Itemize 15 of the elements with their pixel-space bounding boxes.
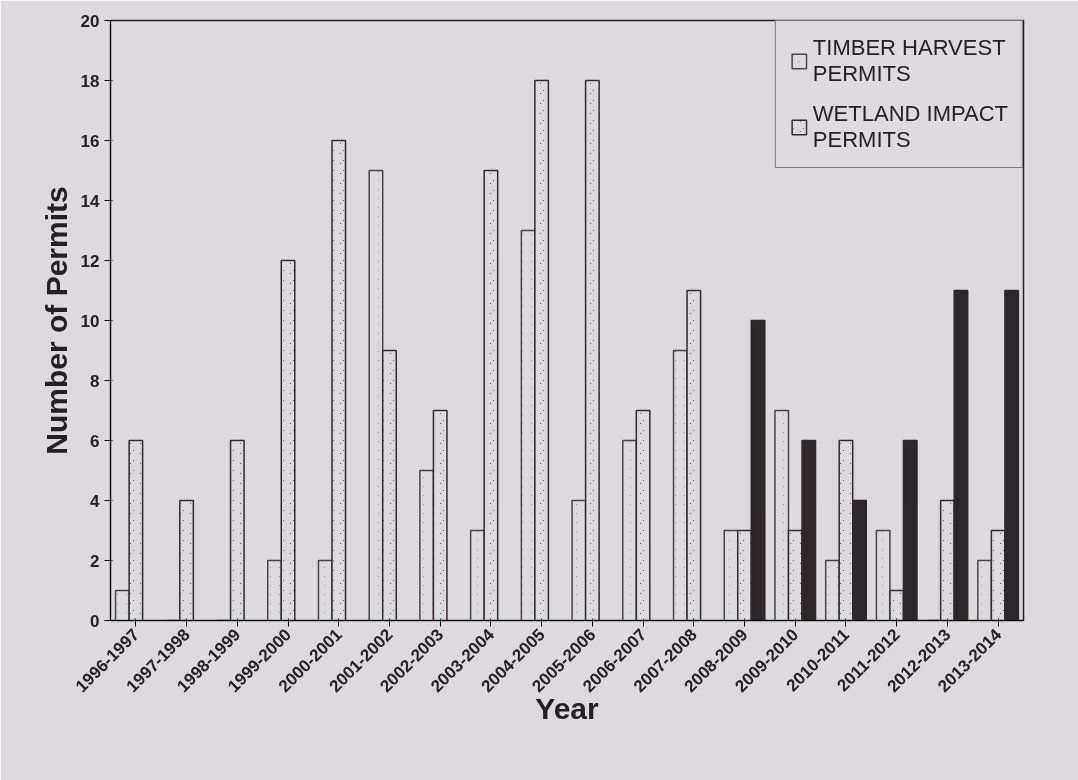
y-tick-label: 10: [80, 311, 100, 331]
y-tick-label: 16: [80, 131, 100, 151]
x-axis-title: Year: [535, 692, 600, 726]
y-tick-label: 8: [90, 371, 100, 391]
legend-label: TIMBER HARVEST PERMITS: [812, 35, 1006, 87]
y-tick-label: 4: [90, 491, 101, 511]
y-axis-title: Number of Permits: [39, 186, 73, 455]
y-tick-label: 14: [80, 191, 101, 211]
y-tick-label: 12: [80, 251, 100, 271]
y-tick-label: 18: [80, 71, 100, 91]
y-tick-label: 2: [90, 551, 100, 571]
y-tick-label: 0: [90, 611, 100, 631]
legend-label: WETLAND IMPACT PERMITS: [812, 101, 1008, 153]
y-tick-label: 20: [80, 11, 100, 31]
y-tick-label: 6: [90, 431, 100, 451]
